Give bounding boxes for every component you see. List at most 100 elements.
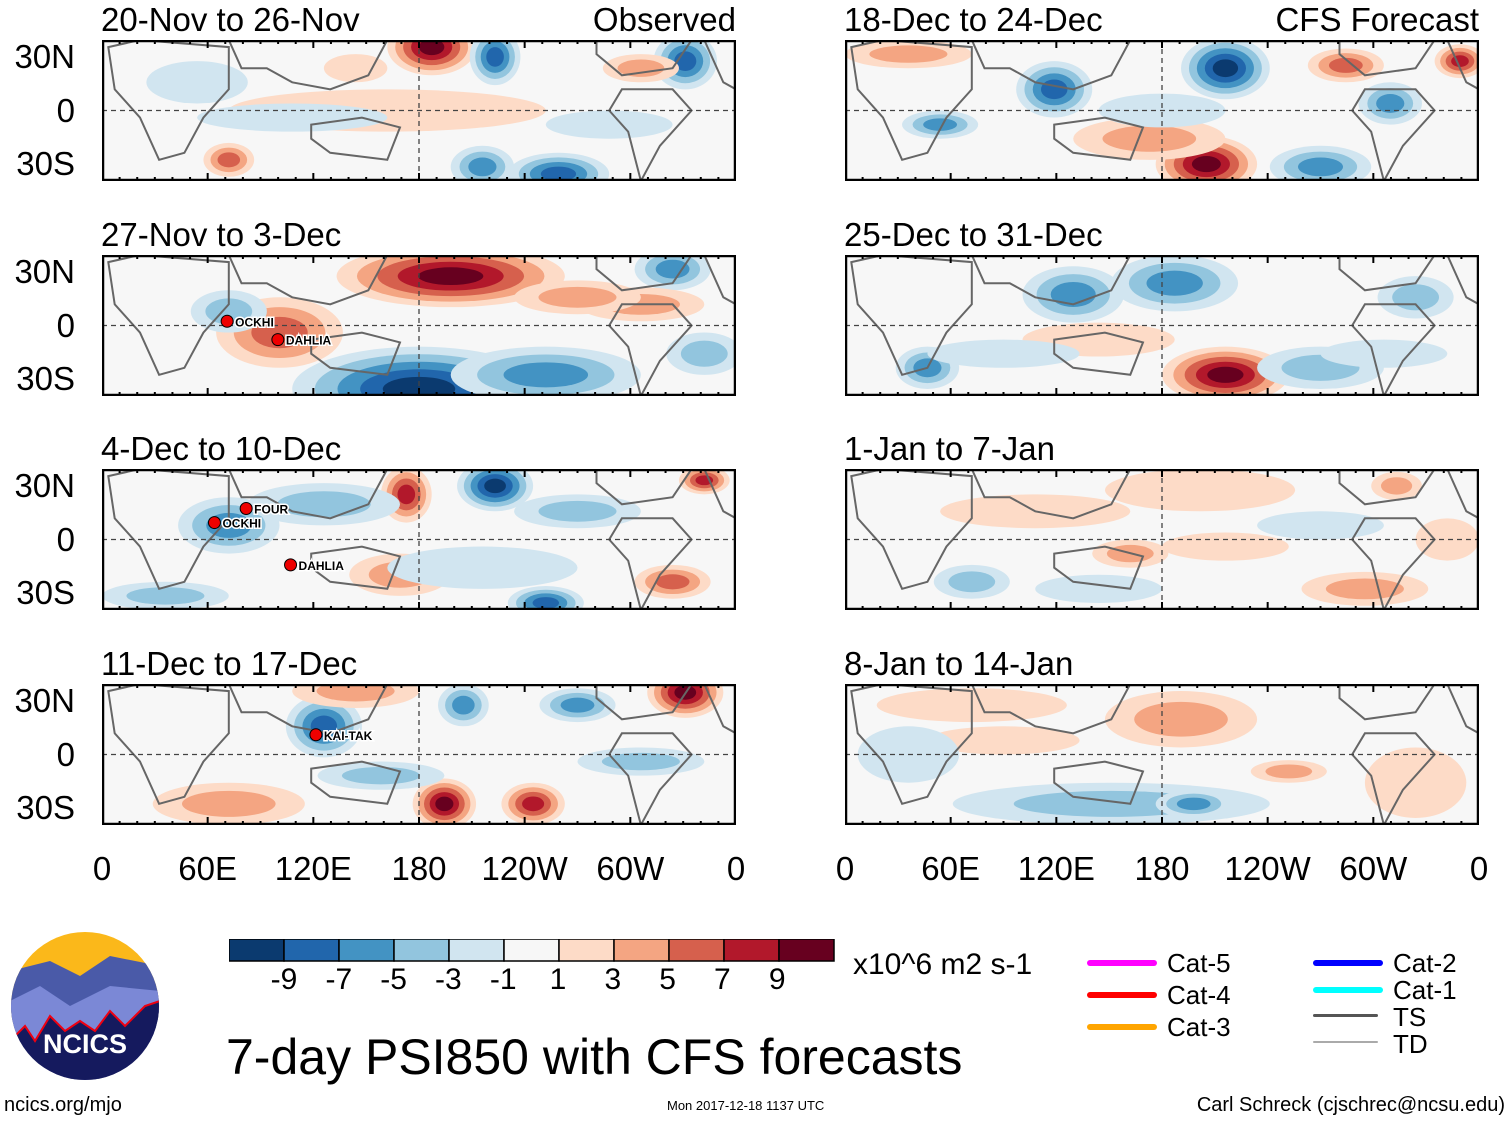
contour-blob [468, 157, 497, 177]
legend-swatch [1313, 987, 1383, 993]
contour-blob [1212, 59, 1239, 78]
y-tick-label: 30S [16, 145, 75, 183]
contour-blob [948, 571, 996, 593]
coastline [1053, 116, 1145, 161]
coastline [1350, 303, 1436, 396]
x-tick-label: 60E [921, 850, 981, 887]
coastline [607, 732, 693, 825]
contour-blob [1415, 518, 1479, 561]
panel-frame [102, 40, 736, 181]
legend-swatch [1313, 960, 1383, 966]
coastline [607, 517, 693, 610]
contour-blob [1380, 477, 1413, 495]
contour-blob [869, 45, 948, 63]
coastline [970, 255, 1132, 306]
coastline [970, 684, 1132, 735]
colorbar-swatch [558, 939, 615, 962]
y-tick-label: 30N [14, 37, 75, 75]
panel-frame [102, 255, 736, 396]
y-tick-label: 30S [16, 574, 75, 612]
contour-blob [1102, 125, 1197, 152]
legend-label: TD [1393, 1029, 1428, 1059]
contour-blob [382, 376, 456, 396]
contour-blob [251, 316, 308, 349]
contour-blob [452, 695, 475, 715]
contour-blob [538, 500, 617, 522]
storm-track-icon [239, 501, 253, 515]
coastline [1446, 684, 1479, 735]
contour-blob [1207, 366, 1244, 383]
panel-title: 27-Nov to 3-Dec [101, 216, 342, 253]
legend-swatch [1087, 992, 1157, 998]
x-tick-label: 180 [391, 850, 447, 887]
panel-frame [102, 684, 736, 825]
contour-blob [435, 796, 454, 812]
contour-blob [1035, 574, 1162, 603]
x-tick-label: 0 [92, 850, 112, 887]
legend-label: Cat-3 [1167, 1012, 1231, 1042]
colorbar-label: 7 [714, 963, 731, 996]
contour-blob [617, 59, 665, 77]
coastline [703, 469, 736, 520]
coastline [107, 255, 230, 376]
colorbar-label: 9 [768, 963, 786, 996]
coastline [227, 255, 389, 306]
contour-blob [655, 574, 690, 590]
legend-swatch [1313, 1014, 1378, 1017]
contour-blob [387, 546, 578, 589]
contour-blob [1162, 532, 1289, 561]
contour-blob [418, 267, 484, 286]
legend-label: Cat-1 [1393, 975, 1457, 1005]
map-panel: OCKHI DAHLIA [102, 255, 736, 396]
footer-url: ncics.org/mjo [4, 1094, 122, 1116]
coastline [607, 88, 693, 181]
contour-blob [1040, 79, 1068, 100]
y-tick-label: 0 [56, 306, 75, 344]
coastline [850, 40, 973, 161]
colorbar-label: -1 [489, 963, 517, 996]
contour-blob [484, 478, 506, 494]
storm-track-icon [220, 314, 234, 328]
x-tick-label: 120E [274, 850, 352, 887]
map-panel [102, 40, 736, 181]
storm-label: OCKHI [222, 517, 261, 531]
y-tick-label: 30N [14, 466, 75, 504]
legend-swatch [1087, 1024, 1157, 1030]
panel-title: 18-Dec to 24-Dec [844, 1, 1103, 38]
panel-frame [845, 40, 1479, 181]
panel-header: CFS Forecast [1275, 1, 1479, 38]
colorbar-swatch [503, 939, 560, 962]
coastline [107, 40, 230, 161]
y-tick-label: 0 [56, 735, 75, 773]
y-tick-label: 0 [56, 91, 75, 129]
coastline [595, 469, 693, 506]
contour-blob [1376, 94, 1405, 113]
contour-blob [1328, 57, 1363, 73]
contour-blob [927, 726, 1080, 755]
coastline [1338, 469, 1436, 506]
y-tick-label: 30S [16, 789, 75, 827]
contour-blob [560, 697, 595, 713]
contour-blob [419, 40, 445, 56]
x-tick-label: 120W [1224, 850, 1311, 887]
contour-blob [1176, 797, 1211, 811]
units-label: x10^6 m2 s-1 [853, 948, 1033, 981]
y-tick-label: 30N [14, 681, 75, 719]
colorbar-swatch [448, 939, 505, 962]
colorbar-swatch [338, 939, 395, 962]
contour-blob [1297, 157, 1344, 177]
legend-label: Cat-2 [1393, 948, 1457, 978]
x-tick-label: 60E [178, 850, 238, 887]
coastline [703, 684, 736, 735]
coastline [1446, 469, 1479, 520]
coastline [310, 760, 402, 805]
contour-blob [341, 766, 420, 785]
colorbar [229, 939, 835, 962]
coastline [970, 40, 1132, 91]
coastline [595, 684, 693, 721]
contour-blob [1191, 156, 1221, 173]
x-tick-label: 0 [726, 850, 746, 887]
colorbar-swatch [613, 939, 670, 962]
